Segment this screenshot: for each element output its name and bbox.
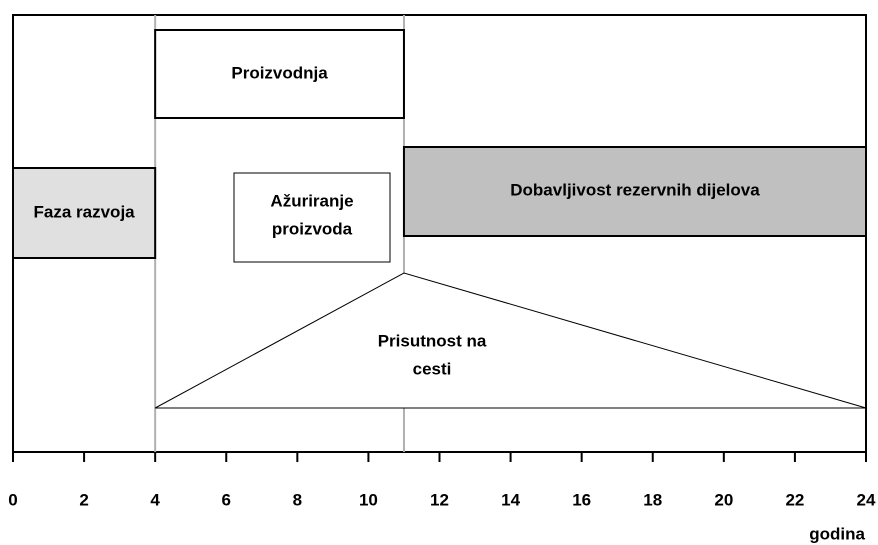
x-tick-label: 10 bbox=[359, 490, 378, 509]
phase-label: Dobavljivost rezervnih dijelova bbox=[510, 180, 760, 199]
x-tick-label: 4 bbox=[150, 490, 160, 509]
phase-label: Faza razvoja bbox=[34, 202, 136, 221]
x-tick-label: 0 bbox=[8, 490, 17, 509]
phase-box bbox=[12, 167, 157, 259]
update-label: Ažuriranje bbox=[270, 191, 353, 210]
presence-triangle bbox=[154, 272, 867, 409]
x-tick-label: 2 bbox=[79, 490, 88, 509]
phase-box bbox=[154, 29, 405, 119]
update-box bbox=[233, 172, 391, 263]
x-tick-label: 12 bbox=[430, 490, 449, 509]
x-tick-label: 24 bbox=[857, 490, 876, 509]
x-tick-label: 20 bbox=[714, 490, 733, 509]
x-tick-label: 16 bbox=[572, 490, 591, 509]
phase-box bbox=[402, 146, 867, 237]
axis-label: godina bbox=[809, 524, 865, 543]
x-tick-label: 8 bbox=[293, 490, 302, 509]
x-tick-label: 22 bbox=[785, 490, 804, 509]
x-tick-label: 6 bbox=[222, 490, 231, 509]
phase-label: Proizvodnja bbox=[231, 63, 328, 82]
x-tick-label: 14 bbox=[501, 490, 520, 509]
x-tick-label: 18 bbox=[643, 490, 662, 509]
triangle-label: Prisutnost na bbox=[378, 331, 487, 350]
update-label: proizvoda bbox=[272, 219, 353, 238]
triangle-label: cesti bbox=[413, 359, 452, 378]
